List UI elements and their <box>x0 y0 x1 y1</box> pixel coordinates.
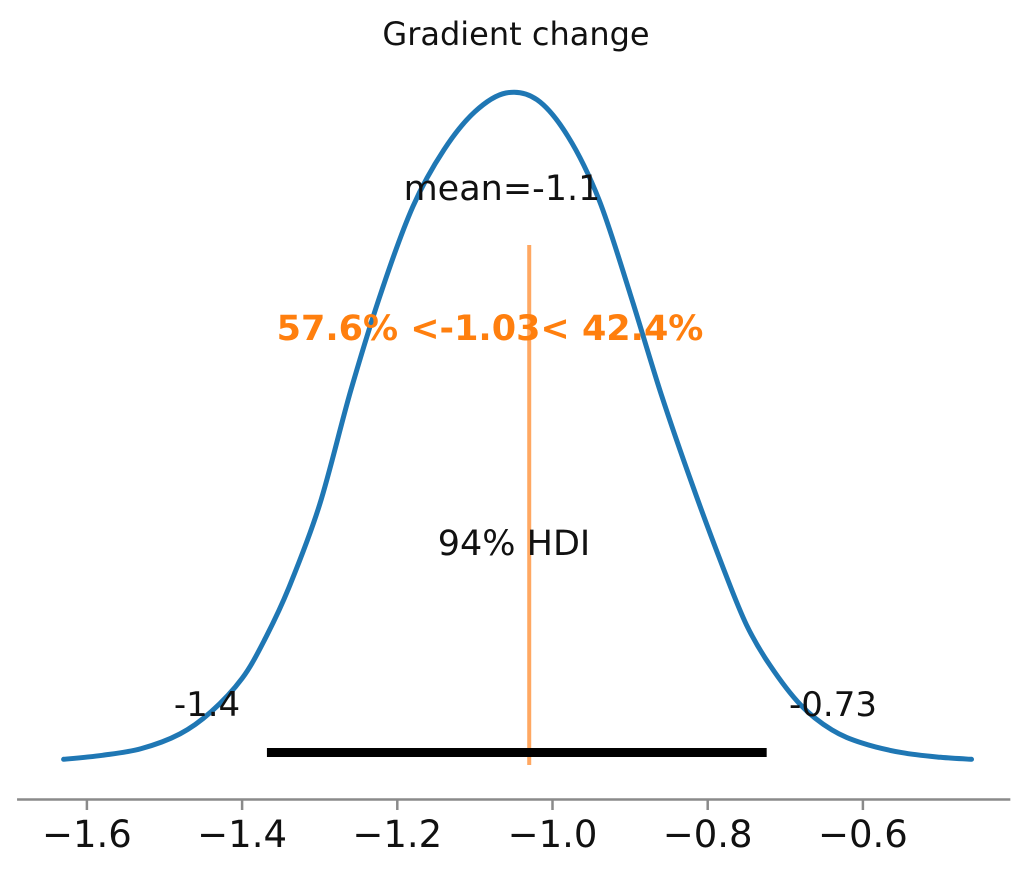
hdi-lower-bound-label: -1.4 <box>173 685 241 725</box>
x-axis-tick-label: −1.4 <box>197 813 288 856</box>
x-axis-tick-label: −1.2 <box>352 813 443 856</box>
kde-density-curve <box>61 89 974 762</box>
x-axis-tick-marks <box>85 800 865 810</box>
x-axis-tick-label: −1.6 <box>41 813 132 856</box>
reference-value-label: 57.6% <-1.03< 42.4% <box>276 309 704 349</box>
plot-title: Gradient change <box>382 15 650 53</box>
hdi-upper-bound-label: -0.73 <box>789 685 877 725</box>
mean-label: mean=-1.1 <box>403 169 601 209</box>
x-axis-tick-label: −1.0 <box>507 813 598 856</box>
hdi-probability-label: 94% HDI <box>437 524 591 564</box>
x-axis-tick-label: −0.6 <box>817 813 908 856</box>
x-axis-tick-label: −0.8 <box>662 813 753 856</box>
